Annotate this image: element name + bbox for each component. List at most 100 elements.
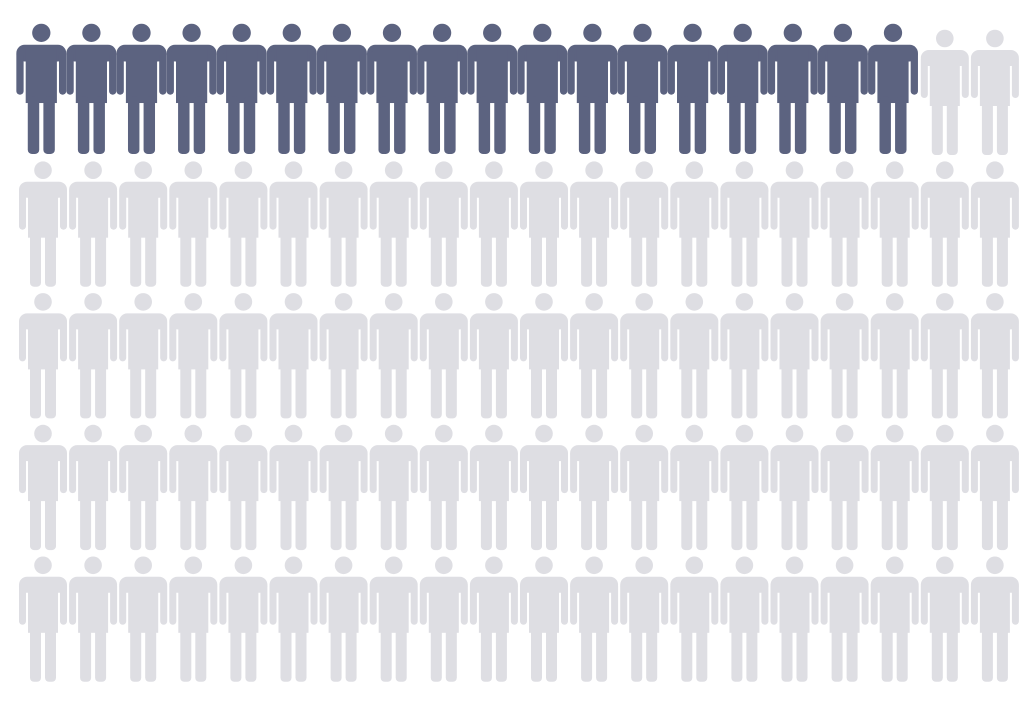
person-icon-empty (319, 556, 368, 682)
person-icon-filled (767, 23, 818, 154)
person-icon-filled (417, 23, 468, 154)
person-icon-filled (817, 23, 868, 154)
person-icon-empty (970, 161, 1019, 287)
person-icon-empty (469, 556, 518, 682)
person-icon-empty (419, 293, 468, 419)
person-icon-empty (469, 293, 518, 419)
person-icon-filled (216, 23, 267, 154)
person-icon-empty (469, 424, 518, 551)
person-icon-empty (870, 556, 919, 682)
person-icon-empty (570, 293, 619, 419)
person-icon-empty (970, 556, 1019, 682)
person-icon-empty (770, 556, 819, 682)
person-icon-empty (620, 161, 669, 287)
person-icon-empty (820, 161, 869, 287)
person-icon-empty (770, 424, 819, 551)
person-icon-empty (670, 556, 719, 682)
person-icon-filled (66, 23, 117, 154)
person-icon-empty (169, 293, 218, 419)
person-icon-empty (920, 161, 969, 287)
person-icon-empty (219, 556, 268, 682)
person-icon-empty (169, 424, 218, 551)
person-icon-empty (69, 293, 118, 419)
person-icon-empty (119, 556, 168, 682)
person-icon-empty (820, 424, 869, 551)
person-icon-empty (369, 424, 418, 551)
person-icon-empty (119, 293, 168, 419)
person-icon-empty (169, 556, 218, 682)
person-icon-filled (316, 23, 367, 154)
person-icon-empty (620, 424, 669, 551)
person-icon-filled (517, 23, 568, 154)
person-icon-empty (319, 424, 368, 551)
person-icon-empty (219, 293, 268, 419)
person-icon-empty (620, 556, 669, 682)
person-icon-empty (269, 161, 318, 287)
person-icon-empty (720, 161, 769, 287)
person-icon-empty (269, 293, 318, 419)
person-icon-empty (770, 161, 819, 287)
person-icon-empty (920, 556, 969, 682)
person-icon-empty (520, 556, 568, 682)
person-icon-empty (119, 161, 168, 287)
person-icon-empty (870, 424, 919, 551)
person-icon-filled (16, 23, 67, 154)
person-icon-empty (870, 161, 919, 287)
person-icon-empty (720, 293, 769, 419)
person-icon-empty (419, 161, 468, 287)
person-icon-empty (970, 424, 1019, 551)
person-icon-empty (520, 161, 568, 287)
person-icon-empty (19, 556, 67, 682)
person-icon-filled (717, 23, 768, 154)
person-icon-empty (369, 161, 418, 287)
person-icon-filled (266, 23, 317, 154)
person-icon-empty (219, 161, 268, 287)
person-icon-empty (820, 293, 869, 419)
person-icon-filled (868, 23, 918, 154)
person-icon-filled (116, 23, 167, 154)
person-icon-empty (720, 556, 769, 682)
person-icon-empty (419, 556, 468, 682)
person-icon-empty (520, 293, 568, 419)
person-icon-filled (467, 23, 518, 154)
person-icon-empty (369, 556, 418, 682)
person-icon-empty (69, 556, 118, 682)
person-icon-empty (19, 293, 67, 419)
person-icon-empty (820, 556, 869, 682)
person-icon-empty (920, 424, 969, 551)
person-icon-empty (419, 424, 468, 551)
person-icon-filled (367, 23, 417, 154)
person-icon-empty (319, 293, 368, 419)
person-icon-empty (670, 161, 719, 287)
person-icon-empty (770, 293, 819, 419)
person-icon-empty (19, 424, 67, 551)
person-icon-filled (617, 23, 668, 154)
person-icon-empty (920, 29, 969, 155)
person-icon-filled (667, 23, 718, 154)
person-icon-empty (570, 424, 619, 551)
person-icon-empty (219, 424, 268, 551)
person-icon-empty (469, 161, 518, 287)
person-icon-empty (119, 424, 168, 551)
person-icon-empty (369, 293, 418, 419)
person-icon-empty (19, 161, 67, 287)
person-icon-empty (319, 161, 368, 287)
person-icon-empty (920, 293, 969, 419)
person-icon-empty (69, 424, 118, 551)
person-icon-empty (670, 424, 719, 551)
person-icon-empty (269, 424, 318, 551)
person-icon-empty (69, 161, 118, 287)
person-icon-filled (567, 23, 618, 154)
person-icon-empty (970, 29, 1019, 155)
person-icon-empty (670, 293, 719, 419)
person-icon-empty (169, 161, 218, 287)
person-icon-empty (570, 556, 619, 682)
person-icon-empty (970, 293, 1019, 419)
person-icon-empty (570, 161, 619, 287)
person-icon-empty (720, 424, 769, 551)
person-icon-empty (620, 293, 669, 419)
person-icon-empty (870, 293, 919, 419)
person-icon-empty (269, 556, 318, 682)
person-icon-empty (520, 424, 568, 551)
